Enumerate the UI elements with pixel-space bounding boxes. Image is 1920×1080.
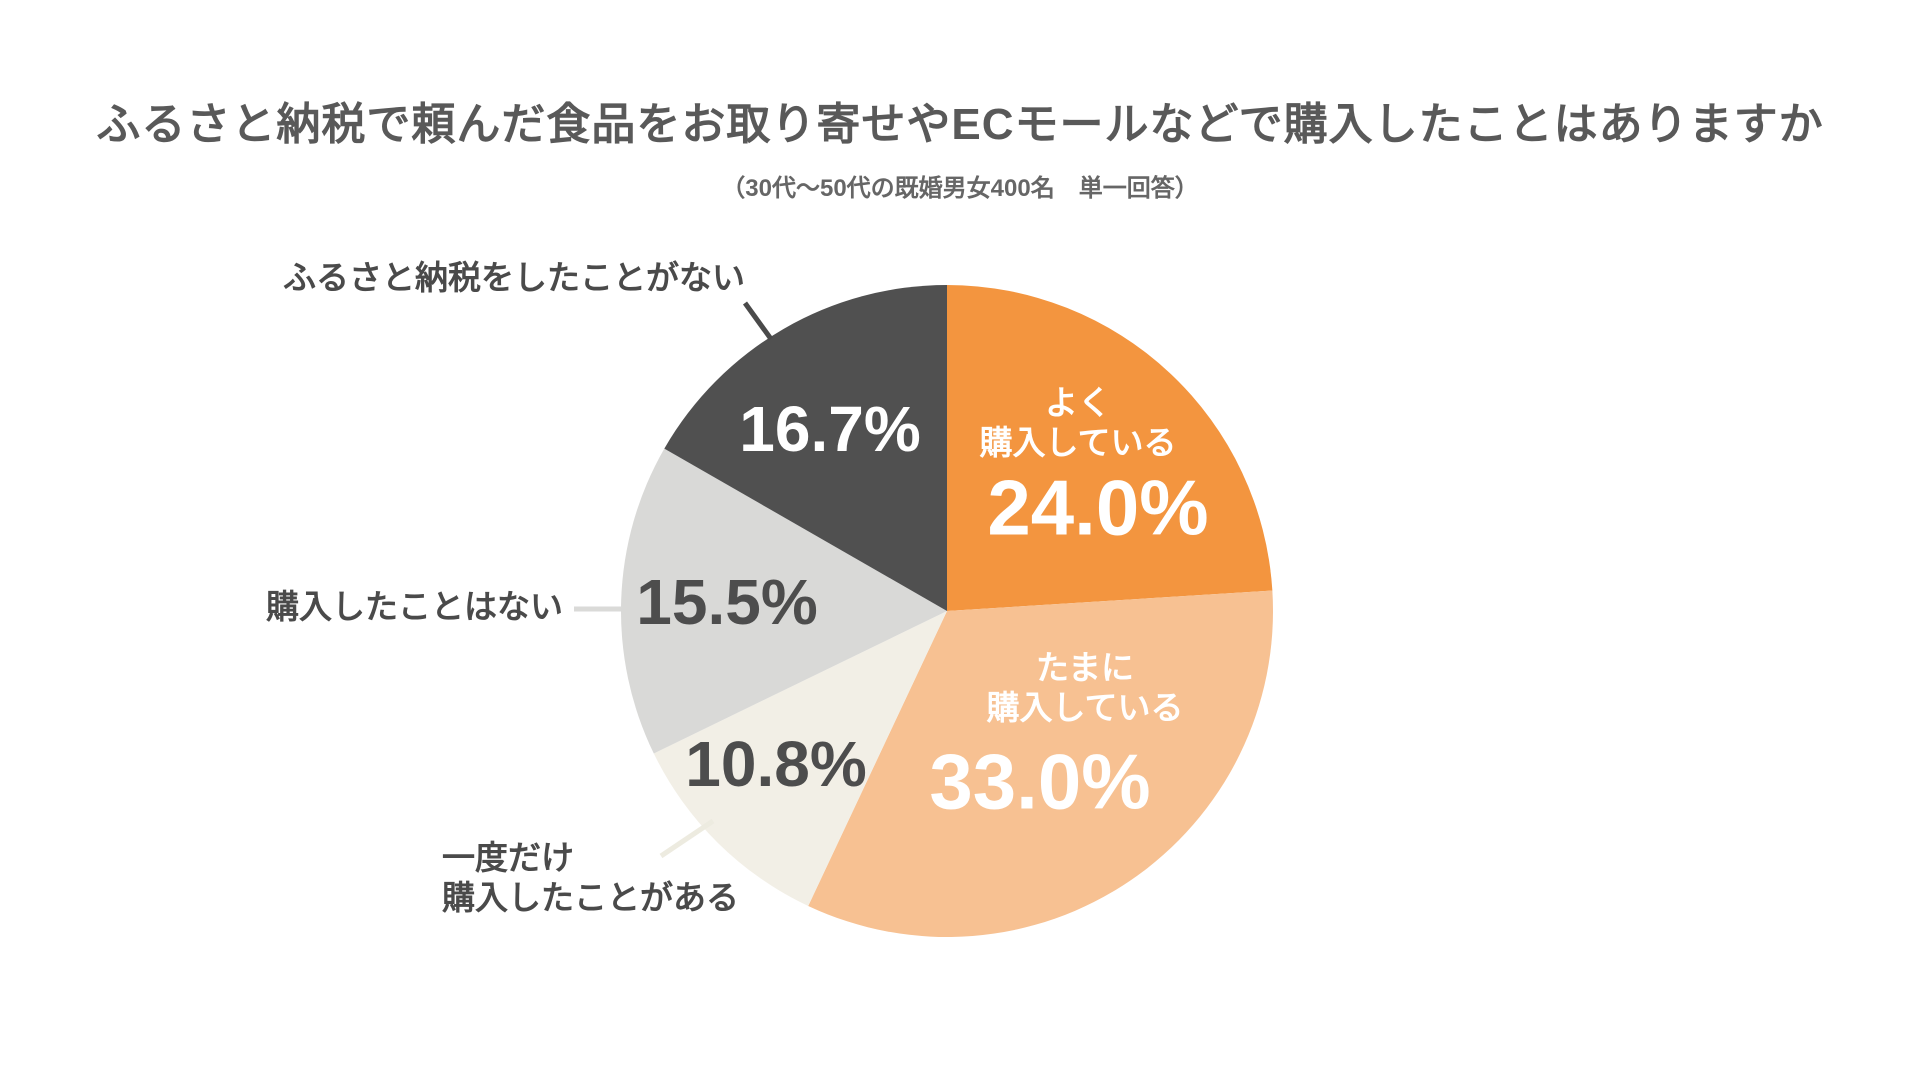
label-sometimes-purchase-line1: たまに: [1035, 649, 1135, 686]
label-once-purchased-line2: 購入したことがある: [442, 879, 739, 916]
pct-never-purchased: 15.5%: [636, 566, 818, 638]
pie-slice-1: [808, 590, 1274, 937]
pie-slice-4: [664, 285, 947, 611]
chart-title: ふるさと納税で頼んだ食品をお取り寄せやECモールなどで購入したことはありますか: [96, 100, 1824, 149]
pct-once-purchased: 10.8%: [685, 728, 867, 800]
pie-slice-3: [620, 448, 947, 754]
leader-line-never-furusato: [742, 301, 774, 341]
pie-slice-2: [653, 611, 947, 906]
label-sometimes-purchase: たまに 購入している: [986, 648, 1183, 728]
label-often-purchase-line1: よく: [1044, 384, 1111, 421]
chart-subtitle: （30代〜50代の既婚男女400名 単一回答）: [721, 175, 1199, 202]
label-never-purchased: 購入したことはない: [266, 588, 563, 625]
label-once-purchased: 一度だけ 購入したことがある: [442, 838, 739, 918]
pie-slices-group: [620, 285, 1274, 937]
label-never-furusato: ふるさと納税をしたことがない: [283, 259, 745, 296]
label-often-purchase-line2: 購入している: [979, 424, 1177, 461]
label-often-purchase: よく 購入している: [979, 383, 1176, 463]
pct-never-furusato: 16.7%: [739, 393, 921, 465]
pct-often-purchase: 24.0%: [987, 463, 1209, 552]
label-once-purchased-line1: 一度だけ: [442, 839, 574, 876]
label-sometimes-purchase-line2: 購入している: [986, 689, 1184, 726]
pct-sometimes-purchase: 33.0%: [929, 737, 1151, 826]
leader-line-once-purchased: [659, 818, 715, 859]
pie-slice-0: [947, 285, 1273, 611]
